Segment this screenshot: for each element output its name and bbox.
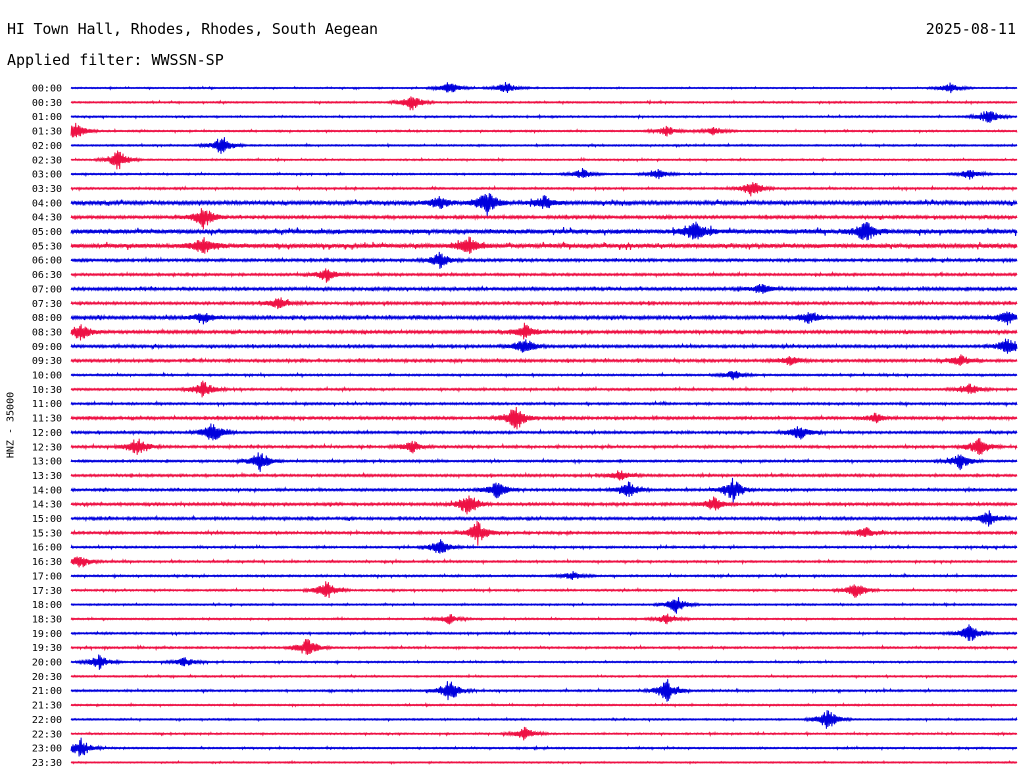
row-time-label: 17:30	[32, 586, 62, 597]
row-time-label: 12:30	[32, 442, 62, 453]
row-time-label: 11:00	[32, 399, 62, 410]
row-time-label: 01:30	[32, 127, 62, 138]
seismic-trace	[70, 96, 1018, 111]
row-time-label: 01:00	[32, 112, 62, 123]
plot-date: 2025-08-11	[925, 20, 1016, 38]
row-time-label: 23:00	[32, 744, 62, 755]
seismic-trace	[70, 495, 1018, 515]
row-time-label: 10:30	[32, 385, 62, 396]
seismic-trace	[70, 208, 1018, 230]
seismic-trace	[70, 597, 1018, 614]
row-time-label: 20:00	[32, 658, 62, 669]
row-time-label: 13:30	[32, 471, 62, 482]
row-time-label: 22:00	[32, 715, 62, 726]
row-time-label: 00:30	[32, 98, 62, 109]
row-time-label: 12:00	[32, 428, 62, 439]
row-time-label: 11:30	[32, 414, 62, 425]
row-time-label: 08:00	[32, 313, 62, 324]
row-time-label: 05:30	[32, 241, 62, 252]
row-time-label: 14:30	[32, 500, 62, 511]
row-time-label: 21:30	[32, 701, 62, 712]
row-time-label: 00:00	[32, 84, 62, 95]
row-time-label: 13:00	[32, 457, 62, 468]
row-time-label: 05:00	[32, 227, 62, 238]
row-time-label: 02:30	[32, 155, 62, 166]
row-time-label: 09:30	[32, 356, 62, 367]
row-time-label: 09:00	[32, 342, 62, 353]
row-time-label: 14:00	[32, 485, 62, 496]
seismic-trace	[70, 193, 1018, 217]
row-time-label: 18:00	[32, 600, 62, 611]
row-time-label: 15:00	[32, 514, 62, 525]
row-time-label: 18:30	[32, 614, 62, 625]
seismic-trace	[70, 122, 1018, 138]
row-time-label: 02:00	[32, 141, 62, 152]
row-time-label: 15:30	[32, 528, 62, 539]
seismic-trace	[70, 737, 1018, 757]
row-time-label: 19:00	[32, 629, 62, 640]
seismic-trace	[70, 452, 1018, 472]
row-time-label: 20:30	[32, 672, 62, 683]
row-time-label: 08:30	[32, 327, 62, 338]
row-time-label: 03:00	[32, 170, 62, 181]
row-time-label: 06:00	[32, 256, 62, 267]
station-title: HI Town Hall, Rhodes, Rhodes, South Aege…	[7, 20, 378, 38]
row-time-label: 10:00	[32, 371, 62, 382]
row-time-label: 04:30	[32, 213, 62, 224]
row-time-label: 07:00	[32, 284, 62, 295]
filter-label: Applied filter: WWSSN-SP	[7, 51, 224, 69]
row-time-label: 03:30	[32, 184, 62, 195]
row-time-label: 16:00	[32, 543, 62, 554]
row-time-label: 06:30	[32, 270, 62, 281]
row-time-label: 07:30	[32, 299, 62, 310]
row-time-label: 16:30	[32, 557, 62, 568]
row-time-label: 04:00	[32, 198, 62, 209]
row-time-label: 23:30	[32, 758, 62, 769]
row-time-label: 21:00	[32, 686, 62, 697]
row-time-label: 19:30	[32, 643, 62, 654]
row-time-label: 22:30	[32, 729, 62, 740]
seismic-trace	[70, 268, 1018, 283]
row-time-label: 17:00	[32, 571, 62, 582]
